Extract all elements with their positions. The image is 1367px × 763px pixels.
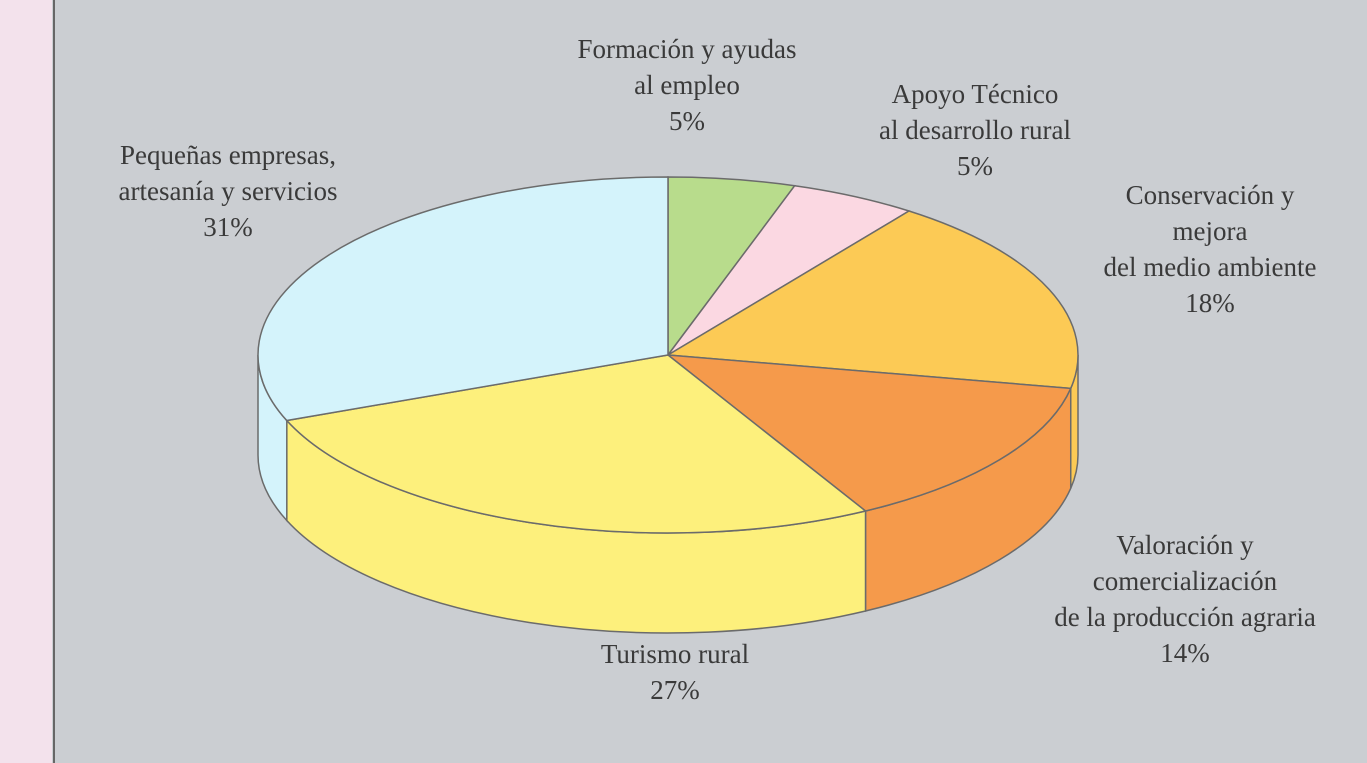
slice-label: del medio ambiente — [1104, 252, 1317, 282]
slice-label: artesanía y servicios — [119, 176, 338, 206]
slice-label: al empleo — [634, 70, 740, 100]
slice-label: Apoyo Técnico — [892, 79, 1059, 109]
value-label: 18% — [1185, 288, 1235, 318]
slice-label: Turismo rural — [601, 639, 749, 669]
value-label: 5% — [957, 151, 993, 181]
pie-slice — [257, 176, 669, 422]
pie-slice — [285, 354, 868, 534]
value-label: 27% — [650, 675, 700, 705]
slice-label: comercialización — [1093, 566, 1278, 596]
slice-label: Formación y ayudas — [578, 34, 797, 64]
slice-label: Valoración y — [1116, 530, 1254, 560]
pie-slice — [665, 210, 1079, 390]
slice-label: de la producción agraria — [1054, 602, 1316, 632]
slice-label: al desarrollo rural — [879, 115, 1071, 145]
slice-label: Pequeñas empresas, — [120, 140, 336, 170]
pie-slice — [665, 354, 1072, 512]
value-label: 14% — [1160, 638, 1210, 668]
side-strip — [0, 0, 52, 763]
slice-label: Conservación y — [1126, 180, 1295, 210]
slice-label: mejora — [1173, 216, 1248, 246]
value-label: 5% — [669, 106, 705, 136]
value-label: 31% — [203, 212, 253, 242]
